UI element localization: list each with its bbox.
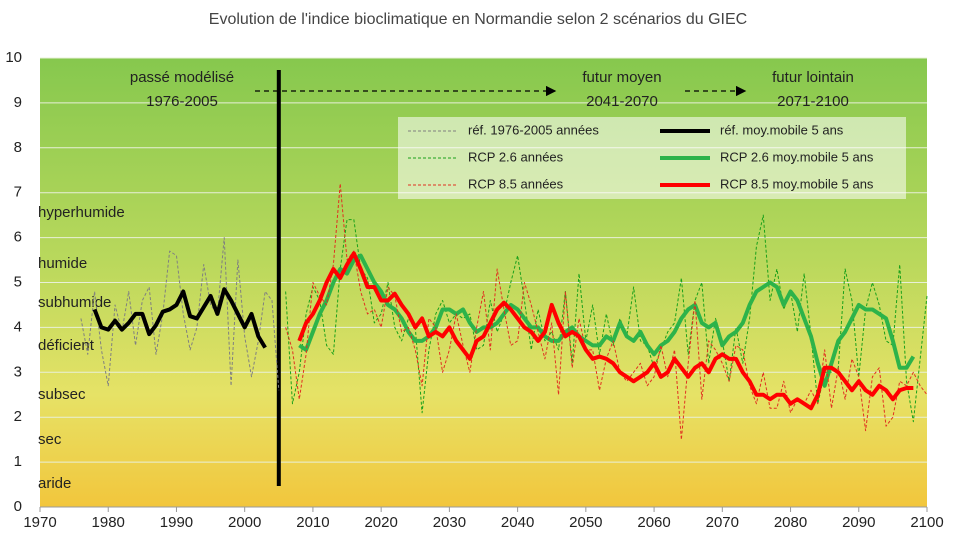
legend-label: réf. moy.mobile 5 ans xyxy=(720,122,844,137)
zone-label: aride xyxy=(38,475,71,492)
legend-label: RCP 8.5 années xyxy=(468,176,564,191)
series-line xyxy=(92,287,267,349)
zone-label: hyperhumide xyxy=(38,204,125,221)
x-tick-label: 2090 xyxy=(842,514,875,531)
x-tick-label: 2100 xyxy=(910,514,943,531)
x-tick-label: 1980 xyxy=(92,514,125,531)
y-tick-label: 2 xyxy=(14,408,22,425)
x-tick-label: 2000 xyxy=(228,514,261,531)
zone-label: subsec xyxy=(38,386,86,403)
x-tick-label: 2010 xyxy=(296,514,329,531)
x-tick-label: 2030 xyxy=(433,514,466,531)
series-line xyxy=(298,253,916,388)
zone-label: sec xyxy=(38,431,62,448)
y-tick-label: 7 xyxy=(14,184,22,201)
x-tick-label: 1990 xyxy=(160,514,193,531)
annotation: futur moyen xyxy=(582,69,661,86)
x-tick-label: 2040 xyxy=(501,514,534,531)
y-tick-label: 3 xyxy=(14,363,22,380)
series-line xyxy=(297,251,914,411)
x-tick-label: 2060 xyxy=(637,514,670,531)
annotation: passé modélisé xyxy=(130,69,234,86)
y-tick-label: 5 xyxy=(14,273,22,290)
y-tick-label: 8 xyxy=(14,139,22,156)
annotation: 2071-2100 xyxy=(777,93,849,110)
series-line xyxy=(285,214,928,423)
annotation: futur lointain xyxy=(772,69,854,86)
x-tick-label: 2020 xyxy=(364,514,397,531)
x-tick-label: 2070 xyxy=(706,514,739,531)
legend-box xyxy=(398,117,906,199)
y-tick-label: 9 xyxy=(14,94,22,111)
annotation: 1976-2005 xyxy=(146,93,218,110)
y-tick-label: 1 xyxy=(14,453,22,470)
y-tick-label: 0 xyxy=(14,498,22,515)
zone-label: humide xyxy=(38,255,87,272)
series-line xyxy=(80,237,280,391)
legend-label: réf. 1976-2005 années xyxy=(468,122,599,137)
chart-title: Evolution de l'indice bioclimatique en N… xyxy=(209,11,747,28)
y-tick-label: 10 xyxy=(5,49,22,66)
zone-label: subhumide xyxy=(38,294,111,311)
legend-label: RCP 2.6 années xyxy=(468,149,564,164)
y-tick-label: 6 xyxy=(14,229,22,246)
x-tick-label: 1970 xyxy=(23,514,56,531)
x-tick-label: 2080 xyxy=(774,514,807,531)
legend-label: RCP 8.5 moy.mobile 5 ans xyxy=(720,176,874,191)
y-tick-label: 4 xyxy=(14,318,22,335)
x-tick-label: 2050 xyxy=(569,514,602,531)
legend-label: RCP 2.6 moy.mobile 5 ans xyxy=(720,149,874,164)
annotation: 2041-2070 xyxy=(586,93,658,110)
zone-label: déficient xyxy=(38,337,95,354)
